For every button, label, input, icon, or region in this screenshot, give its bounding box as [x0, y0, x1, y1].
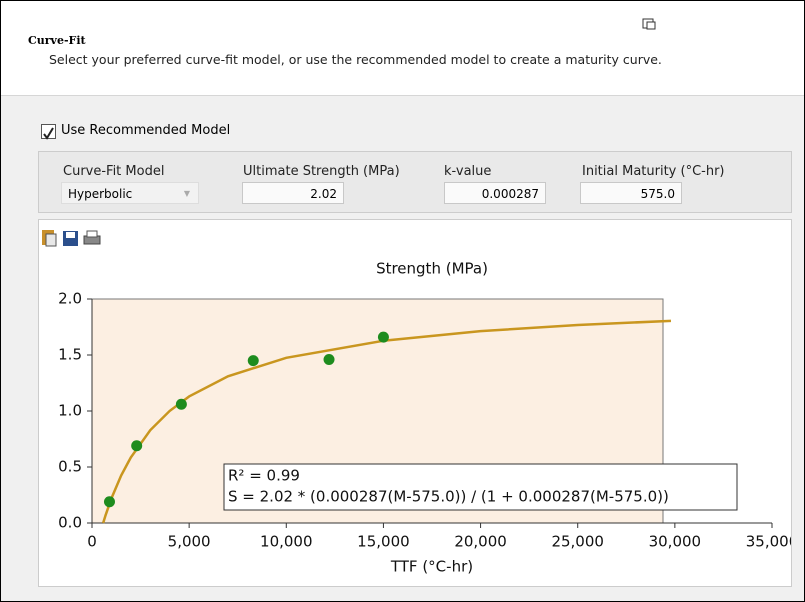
- chart-title: Strength (MPa): [376, 260, 488, 278]
- field-label: k-value: [444, 164, 492, 179]
- field-input[interactable]: 2.02: [242, 182, 344, 204]
- header-description: Select your preferred curve-fit model, o…: [49, 52, 662, 67]
- save-button[interactable]: [63, 231, 78, 246]
- annotation: R² = 0.99: [228, 467, 300, 485]
- x-tick-label: 5,000: [168, 533, 211, 551]
- x-tick-label: 15,000: [357, 533, 410, 551]
- data-point: [103, 496, 115, 508]
- checkbox-label[interactable]: Use Recommended Model: [61, 123, 231, 138]
- annotation: S = 2.02 * (0.000287(M-575.0)) / (1 + 0.…: [228, 488, 669, 506]
- field-label: Curve-Fit Model: [63, 164, 165, 179]
- field-input[interactable]: 0.000287: [444, 182, 546, 204]
- field-input[interactable]: 575.0: [580, 182, 682, 204]
- field-value: Hyperbolic: [68, 187, 133, 201]
- x-tick-label: 25,000: [551, 533, 604, 551]
- toolbar: [42, 230, 101, 247]
- y-tick-label: 0.5: [58, 458, 82, 476]
- print-button[interactable]: [83, 230, 101, 245]
- data-point: [131, 440, 143, 452]
- header-title: Curve-Fit: [28, 34, 86, 47]
- chart: Strength (MPa) TTF (°C-hr) 0.0 0.5 1.0 1.5 2.0…: [58, 260, 791, 576]
- header: Curve-Fit Select your preferred curve-fi…: [1, 1, 804, 96]
- x-tick-label: 30,000: [649, 533, 702, 551]
- field-label: Ultimate Strength (MPa): [243, 164, 400, 179]
- x-tick-label: 10,000: [260, 533, 313, 551]
- check-mark: [43, 127, 54, 140]
- checkbox[interactable]: [41, 124, 56, 140]
- field-label: Initial Maturity (°C-hr): [582, 164, 725, 179]
- model-fields: Curve-Fit Model Hyperbolic ▼ Ultimate Str…: [38, 151, 792, 213]
- copy-button[interactable]: [42, 230, 57, 247]
- data-point: [175, 398, 187, 410]
- field-dropdown[interactable]: Hyperbolic ▼: [61, 182, 199, 204]
- x-tick-label: 20,000: [454, 533, 507, 551]
- help-icon[interactable]: [642, 18, 656, 30]
- data-point: [377, 331, 389, 343]
- chart-panel: Strength (MPa) TTF (°C-hr) 0.0 0.5 1.0 1.5 2.0…: [38, 219, 792, 587]
- y-tick-label: 0.0: [58, 514, 82, 532]
- x-axis-label: TTF (°C-hr): [390, 558, 473, 576]
- annotation-box: [223, 463, 738, 511]
- data-point: [247, 355, 259, 367]
- y-tick-label: 1.5: [58, 346, 82, 364]
- dropdown-arrow: ▼: [183, 189, 190, 198]
- y-tick-label: 1.0: [58, 402, 82, 420]
- data-point: [323, 353, 335, 365]
- x-tick-label: 0: [87, 533, 97, 551]
- x-tick-label: 35,000: [746, 533, 791, 551]
- y-tick-label: 2.0: [58, 290, 82, 308]
